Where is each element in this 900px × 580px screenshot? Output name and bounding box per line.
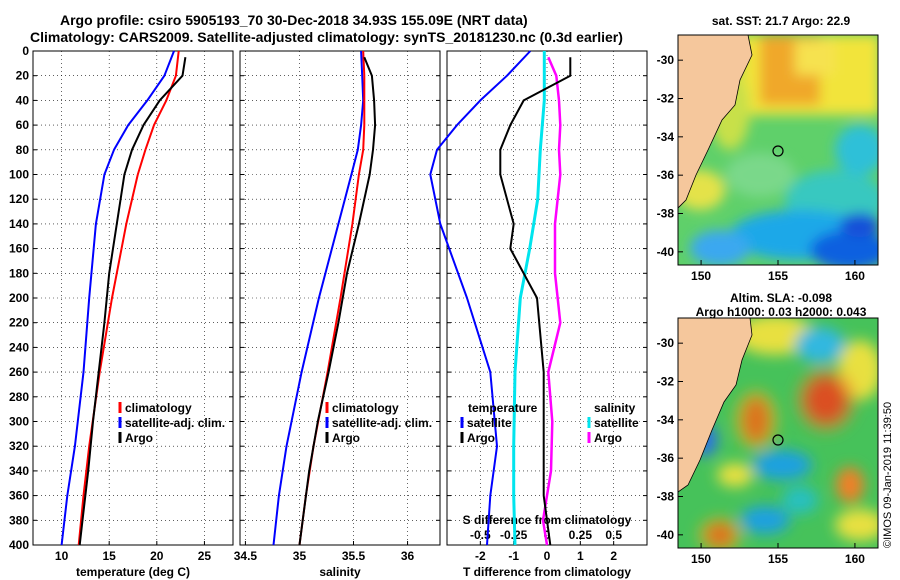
map-lat-label: -34 <box>657 413 675 427</box>
legend-s-satellite-label: satellite <box>594 416 639 430</box>
x-tick-label: 36 <box>401 549 415 563</box>
series-satellite-adj-clim <box>272 50 365 546</box>
depth-tick-label: 180 <box>9 266 29 280</box>
sla-map-title-line2: Argo h1000: 0.03 h2000: 0.043 <box>695 305 867 319</box>
sla-map-title-line1: Altim. SLA: -0.098 <box>729 291 833 305</box>
difference-panel: -2 -1 0 1 2-0.5 -0.25 0 0.25 0.5T difference fro… <box>429 50 648 579</box>
map-lat-label: -40 <box>657 245 675 259</box>
legend-argo-label: Argo <box>332 431 360 445</box>
s-tick-label: 0.25 <box>569 528 593 542</box>
sst-map-axes: -30 -32 -34 -36 -38 -40 150 155 160 <box>657 53 866 283</box>
depth-tick-label: 240 <box>9 340 29 354</box>
sst-argo-position-marker <box>772 145 784 157</box>
x-tick-label: 35.5 <box>342 549 366 563</box>
map-lat-label: -30 <box>657 53 675 67</box>
legend-argo-label: Argo <box>125 431 153 445</box>
depth-tick-label: 380 <box>9 513 29 527</box>
x-tick-label: 20 <box>150 549 164 563</box>
depth-tick-label: 340 <box>9 464 29 478</box>
map-lon-label: 155 <box>768 269 788 283</box>
depth-tick-label: 80 <box>16 143 30 157</box>
map-lon-label: 150 <box>691 269 711 283</box>
legend-s-argo-label: Argo <box>594 431 622 445</box>
legend-t-argo-label: Argo <box>467 431 495 445</box>
depth-tick-label: 400 <box>9 538 29 552</box>
map-lat-label: -38 <box>657 207 675 221</box>
legend-satellite-adj-label: satellite-adj. clim. <box>125 416 225 430</box>
series-climatology <box>77 50 180 546</box>
sla-map: -30 -32 -34 -36 -38 -40 150 155 160 <box>657 317 879 566</box>
legend-climatology-label: climatology <box>332 401 399 415</box>
depth-tick-label: 300 <box>9 415 29 429</box>
map-lat-label: -36 <box>657 168 675 182</box>
x-tick-label: 34.5 <box>234 549 258 563</box>
x-axis-label: temperature (deg C) <box>76 565 190 579</box>
map-lon-label: 155 <box>768 552 788 566</box>
sla-map-axes: -30 -32 -34 -36 -38 -40 150 155 160 <box>657 336 866 566</box>
series-temperature-argo <box>499 57 572 546</box>
x-tick-label: 0 <box>544 549 551 563</box>
map-lat-label: -32 <box>657 375 675 389</box>
series-temperature-satellite <box>429 50 532 546</box>
series-argo <box>298 56 377 546</box>
legend-t-satellite-label: satellite <box>467 416 512 430</box>
depth-tick-label: 100 <box>9 168 29 182</box>
depth-tick-label: 280 <box>9 390 29 404</box>
series-salinity-argo <box>541 56 562 546</box>
map-lon-label: 160 <box>845 552 865 566</box>
salinity-panel: 34.5 35 35.5 36 salinity climatologysatellite… <box>234 50 441 579</box>
depth-tick-label: 40 <box>16 93 30 107</box>
x-tick-label: -2 <box>475 549 486 563</box>
x-tick-label: 10 <box>55 549 69 563</box>
map-lat-label: -30 <box>657 336 675 350</box>
figure-title-line2: Climatology: CARS2009. Satellite-adjuste… <box>30 29 623 45</box>
sla-argo-position-marker <box>772 434 784 446</box>
legend-satellite-adj-label: satellite-adj. clim. <box>332 416 432 430</box>
x-tick-label: 35 <box>293 549 307 563</box>
legend-title-salinity: salinity <box>594 401 636 415</box>
map-lon-label: 150 <box>691 552 711 566</box>
depth-tick-label: 120 <box>9 192 29 206</box>
series-salinity-satellite <box>512 51 546 546</box>
legend-climatology-label: climatology <box>125 401 192 415</box>
depth-tick-label: 0 <box>22 44 29 58</box>
s-tick-label: -0.5 <box>470 528 491 542</box>
depth-tick-label: 60 <box>16 118 30 132</box>
map-lon-label: 160 <box>845 269 865 283</box>
sst-map: -30 -32 -34 -36 -38 -40 150 155 160 <box>657 34 879 283</box>
depth-tick-label: 220 <box>9 316 29 330</box>
temperature-panel: 0 20 40 60 80 100 120 140 160 180 200 220 240 260 280 3… <box>9 44 234 579</box>
x-tick-label: -1 <box>508 549 519 563</box>
map-lat-label: -38 <box>657 490 675 504</box>
depth-tick-label: 200 <box>9 291 29 305</box>
map-lat-label: -40 <box>657 528 675 542</box>
x-tick-label: 25 <box>198 549 212 563</box>
x-tick-label: 2 <box>610 549 617 563</box>
depth-tick-label: 140 <box>9 217 29 231</box>
x-tick-label: 15 <box>103 549 117 563</box>
series-satellite-adj-clim <box>60 50 175 546</box>
depth-tick-label: 20 <box>16 69 30 83</box>
series-argo <box>78 57 187 546</box>
map-lat-label: -34 <box>657 130 675 144</box>
x-tick-label: 1 <box>577 549 584 563</box>
map-lat-label: -36 <box>657 451 675 465</box>
sst-map-title: sat. SST: 21.7 Argo: 22.9 <box>711 14 851 28</box>
figure-title-line1: Argo profile: csiro 5905193_70 30-Dec-20… <box>60 12 528 28</box>
depth-tick-label: 320 <box>9 439 29 453</box>
depth-tick-label: 160 <box>9 242 29 256</box>
s-tick-label: 0 <box>544 528 551 542</box>
x-axis-label: T difference from climatology <box>463 565 631 579</box>
map-lat-label: -32 <box>657 92 675 106</box>
s-tick-label: 0.5 <box>605 528 622 542</box>
legend-title-temperature: temperature <box>468 401 538 415</box>
depth-tick-label: 360 <box>9 489 29 503</box>
depth-tick-label: 260 <box>9 365 29 379</box>
x-axis-label: salinity <box>319 565 361 579</box>
